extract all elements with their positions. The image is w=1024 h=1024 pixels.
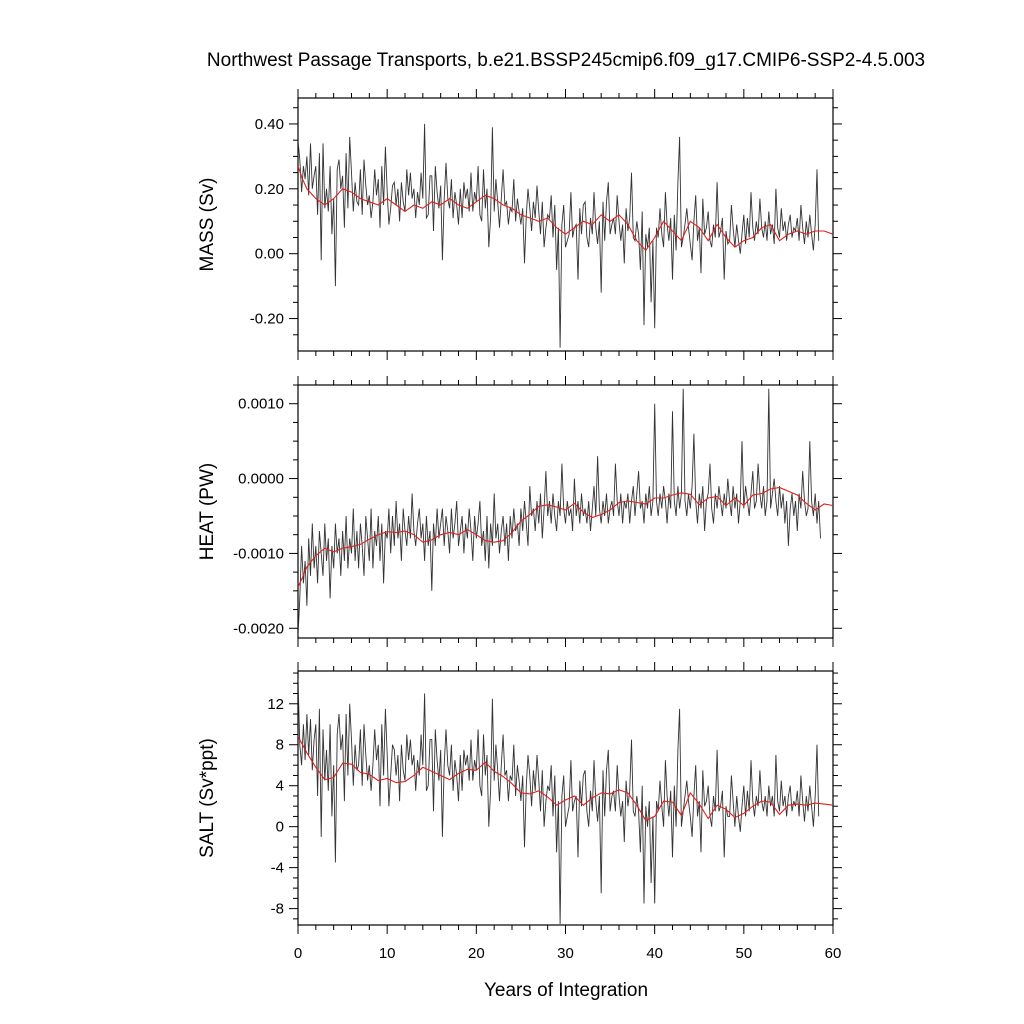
mass-smoothed-series bbox=[298, 165, 833, 252]
salt-y-tick-label: 4 bbox=[276, 778, 284, 795]
x-tick-label: 30 bbox=[557, 945, 574, 962]
heat-raw-series bbox=[298, 388, 821, 636]
heat-y-tick-label: 0.0000 bbox=[238, 471, 284, 488]
chart-title: Northwest Passage Transports, b.e21.BSSP… bbox=[207, 50, 925, 71]
x-tick-label: 20 bbox=[468, 945, 485, 962]
mass-y-tick-label: 0.00 bbox=[255, 246, 284, 263]
mass-y-axis-label: MASS (Sv) bbox=[197, 178, 218, 272]
x-tick-label: 10 bbox=[379, 945, 396, 962]
heat-y-tick-label: 0.0010 bbox=[238, 396, 284, 413]
salt-raw-series bbox=[298, 678, 820, 925]
heat-plot-frame bbox=[297, 384, 834, 639]
salt-smoothed-series bbox=[298, 736, 833, 822]
x-tick-label: 50 bbox=[735, 945, 752, 962]
heat-y-axis-label: HEAT (PW) bbox=[197, 463, 218, 560]
salt-y-tick-label: 0 bbox=[276, 819, 284, 836]
mass-y-tick-label: 0.20 bbox=[255, 181, 284, 198]
x-tick-label: 0 bbox=[294, 945, 302, 962]
salt-y-tick-label: -4 bbox=[271, 860, 284, 877]
mass-y-tick-label: 0.40 bbox=[255, 116, 284, 133]
salt-y-axis-label: SALT (Sv*ppt) bbox=[197, 738, 218, 858]
x-tick-label: 40 bbox=[646, 945, 663, 962]
heat-smoothed-series bbox=[298, 486, 833, 588]
panel-mass: 0.40 0.20 0.00 -0.20 MASS (Sv) bbox=[197, 89, 842, 360]
x-axis-label: Years of Integration bbox=[484, 980, 648, 1001]
heat-y-tick-label: -0.0020 bbox=[233, 620, 284, 637]
mass-raw-series bbox=[298, 123, 820, 348]
x-tick-label: 60 bbox=[825, 945, 842, 962]
panel-heat: 0.0010 0.0000 -0.0010 -0.0020 HEAT (PW) bbox=[197, 376, 842, 647]
salt-y-tick-label: -8 bbox=[271, 901, 284, 918]
salt-y-tick-label: 8 bbox=[276, 737, 284, 754]
panels: 0.40 0.20 0.00 -0.20 MASS (Sv) 0.0010 0.0000 -0… bbox=[197, 89, 842, 962]
salt-y-tick-label: 12 bbox=[267, 696, 284, 713]
heat-y-tick-label: -0.0010 bbox=[233, 545, 284, 562]
mass-y-tick-label: -0.20 bbox=[250, 311, 284, 328]
